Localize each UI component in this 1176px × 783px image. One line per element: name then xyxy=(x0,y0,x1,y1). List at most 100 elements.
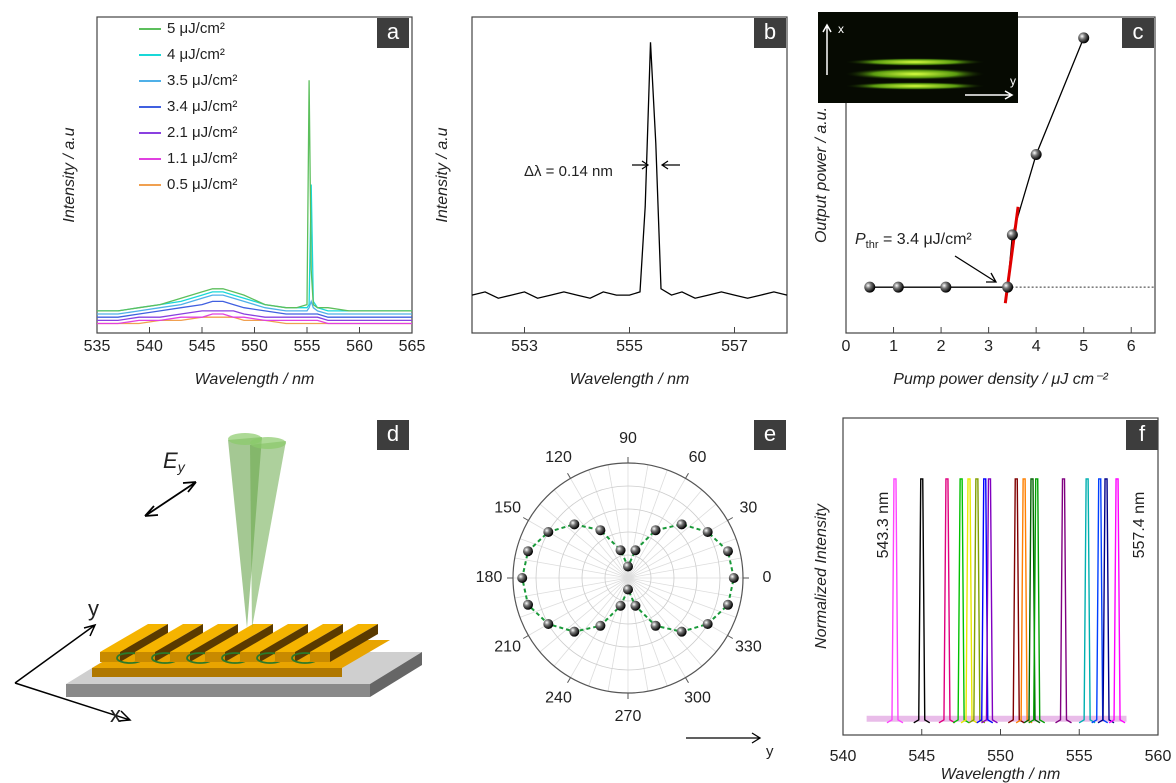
spectrum-line xyxy=(97,184,412,312)
panel-label-box xyxy=(377,18,409,48)
data-point xyxy=(569,519,580,530)
data-point xyxy=(722,599,733,610)
plot-frame xyxy=(96,16,413,334)
beam-cone xyxy=(250,441,286,628)
gold-bar-top xyxy=(240,624,308,652)
data-point xyxy=(722,546,733,557)
gold-bar-top xyxy=(100,624,168,652)
annotation-subscript: thr xyxy=(866,239,879,251)
spectrum-line xyxy=(97,313,412,325)
panel-label: f xyxy=(1139,421,1146,446)
x-tick-label: 535 xyxy=(84,338,111,355)
data-point xyxy=(728,573,739,583)
x-tick-label: 1 xyxy=(889,338,898,355)
annotation-text: = 3.4 μJ/cm² xyxy=(879,231,973,248)
inset-y-label: y xyxy=(1010,74,1016,88)
spectrum-peak xyxy=(1028,478,1046,724)
spectrum-peak xyxy=(913,478,931,724)
x-tick-label: 545 xyxy=(908,748,935,765)
x-tick-label: 4 xyxy=(1032,338,1041,355)
spoke xyxy=(627,557,742,579)
gold-bar-top xyxy=(135,624,203,652)
spectrum-line xyxy=(471,42,788,299)
angle-tick-label: 270 xyxy=(615,708,642,725)
inset-glow xyxy=(845,68,985,80)
annotation: Δλ = 0.14 nm xyxy=(524,163,613,180)
x-tick-label: 540 xyxy=(136,338,163,355)
spoke xyxy=(539,503,629,579)
spectrum-peak xyxy=(1023,478,1041,724)
spoke xyxy=(588,469,629,579)
angle-tick-label: 180 xyxy=(476,569,503,586)
x-tick-label: 560 xyxy=(346,338,373,355)
spoke xyxy=(519,538,629,579)
panel-label: a xyxy=(387,19,400,44)
substrate-side xyxy=(370,652,422,697)
radial-grid xyxy=(535,485,721,671)
data-point xyxy=(523,546,534,557)
data-point xyxy=(940,281,952,293)
panel-label: d xyxy=(387,421,399,446)
x-tick-label: 3 xyxy=(984,338,993,355)
data-point xyxy=(630,600,641,611)
field-arrow xyxy=(144,481,197,517)
annotation-symbol: P xyxy=(855,231,866,248)
angle-tick-label: 210 xyxy=(494,639,521,656)
spoke xyxy=(514,557,629,579)
field-label: Ey xyxy=(163,448,186,475)
panel-label-box xyxy=(1126,420,1158,450)
y-axis-label: Intensity / a.u xyxy=(434,127,451,222)
panel-label-box xyxy=(754,420,786,450)
spoke xyxy=(539,577,629,653)
inset-x-label: x xyxy=(838,22,844,36)
data-point xyxy=(864,281,876,293)
x-tick-label: 5 xyxy=(1079,338,1088,355)
gold-bar-front xyxy=(310,652,330,662)
spectrum-peak xyxy=(1091,478,1109,724)
panel-label-box xyxy=(377,420,409,450)
angle-tick-label: 120 xyxy=(545,449,572,466)
inset-glow xyxy=(845,58,985,66)
x-tick-label: 553 xyxy=(511,338,538,355)
panel-label-box xyxy=(754,18,786,48)
plot-frame xyxy=(842,417,1159,736)
spectrum-peak xyxy=(1055,478,1072,724)
data-point xyxy=(615,545,626,556)
spectrum-peak xyxy=(938,478,956,724)
spoke xyxy=(627,489,703,579)
data-point xyxy=(1030,148,1042,160)
angle-tick xyxy=(727,635,734,639)
data-point xyxy=(676,626,687,637)
panel-label: e xyxy=(764,421,776,446)
data-point xyxy=(702,619,713,629)
legend-label: 3.5 μJ/cm² xyxy=(167,72,237,89)
gold-bar-top xyxy=(275,624,343,652)
angle-tick-label: 240 xyxy=(545,690,572,707)
legend-label: 2.1 μJ/cm² xyxy=(167,124,237,141)
beam-top xyxy=(250,437,286,449)
spectrum-peak xyxy=(976,478,994,724)
x-axis-label: Wavelength / nm xyxy=(195,371,315,388)
spectrum-line xyxy=(97,310,412,322)
angle-tick xyxy=(567,472,571,479)
x-tick-label: 540 xyxy=(830,748,857,765)
legend-label: 0.5 μJ/cm² xyxy=(167,176,237,193)
x-tick-label: 545 xyxy=(189,338,216,355)
panel-label: b xyxy=(764,19,776,44)
x-axis-label: Wavelength / nm xyxy=(941,766,1061,783)
angle-tick xyxy=(522,517,529,521)
spectrum-peak xyxy=(981,478,998,724)
legend-label: 3.4 μJ/cm² xyxy=(167,98,237,115)
peak-annotation: 543.3 nm xyxy=(875,492,892,559)
annotation-arrow xyxy=(954,255,998,283)
plot-frame xyxy=(471,16,788,334)
spoke xyxy=(627,577,717,653)
x-tick-label: 557 xyxy=(721,338,748,355)
spoke xyxy=(627,469,668,579)
angle-tick-label: 30 xyxy=(739,500,757,517)
legend-label: 4 μJ/cm² xyxy=(167,46,225,63)
data-point xyxy=(676,519,687,530)
spoke xyxy=(627,577,737,618)
